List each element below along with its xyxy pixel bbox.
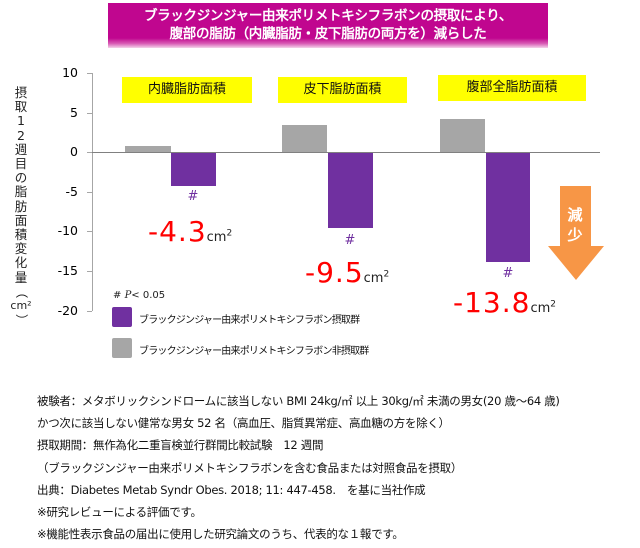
legend-label: ブラックジンジャー由来ポリメトキシフラボン摂取群 — [139, 315, 360, 326]
bar-control-visceral — [125, 146, 171, 152]
y-tick-label: 10 — [62, 65, 78, 80]
y-axis-char: 週 — [14, 141, 28, 157]
title-line-1: ブラックジンジャー由来ポリメトキシフラボンの摂取により、 — [143, 8, 513, 24]
category-label-total: 腹部全脂肪面積 — [438, 75, 586, 101]
significance-mark: # — [187, 189, 199, 204]
y-tick — [87, 311, 92, 312]
title-banner: ブラックジンジャー由来ポリメトキシフラボンの摂取により、 腹部の脂肪（内臓脂肪・… — [108, 3, 548, 48]
y-axis-char: 脂 — [14, 184, 28, 200]
y-tick — [87, 192, 92, 193]
y-axis-char: 2 — [17, 127, 25, 143]
value-unit: cm — [530, 301, 551, 316]
decrease-label: 減 少 — [560, 205, 590, 245]
value-label-visceral: -4.3cm2 — [148, 215, 232, 248]
note-period: 摂取期間：無作為化二重盲検並行群間比較試験 12 週間 — [37, 438, 324, 453]
y-axis-char: ） — [14, 314, 30, 327]
y-axis-char: 取 — [14, 99, 28, 115]
decrease-label-char: 減 — [567, 206, 583, 224]
y-tick-label: -20 — [57, 303, 78, 318]
y-tick-label: 0 — [70, 144, 78, 159]
y-axis-char: 1 — [17, 113, 25, 129]
decrease-label-char: 少 — [567, 226, 583, 244]
bar-treatment-total — [486, 153, 530, 262]
y-axis-char: 面 — [14, 212, 28, 228]
y-tick — [87, 152, 92, 153]
study-notes: 被験者：メタボリックシンドロームに該当しない BMI 24kg/㎡ 以上 30k… — [37, 390, 560, 545]
y-axis-char: 積 — [14, 227, 28, 243]
y-tick-label: -15 — [57, 263, 78, 278]
bar-control-total — [440, 119, 485, 152]
y-axis-char: 化 — [14, 255, 28, 271]
note-intake: （ブラックジンジャー由来ポリメトキシフラボンを含む食品または対照食品を摂取） — [37, 460, 463, 475]
note-review: ※研究レビューによる評価です。 — [37, 505, 202, 520]
y-tick-label: -5 — [65, 184, 78, 199]
value-unit-sup: 2 — [226, 228, 233, 239]
y-axis-char: cm² — [10, 299, 32, 313]
value-number: -4.3 — [148, 215, 207, 248]
y-tick — [87, 231, 92, 232]
y-axis-char: 肪 — [14, 198, 28, 214]
bar-treatment-subcutaneous — [328, 153, 373, 228]
bar-control-subcutaneous — [282, 125, 327, 152]
value-unit-sup: 2 — [550, 299, 556, 310]
y-axis-title: 摂 取 1 2 週 目 の 脂 肪 面 積 変 化 量 （ cm² ） — [10, 85, 32, 327]
y-axis-char: （ — [14, 285, 30, 299]
p-prefix: # — [113, 290, 125, 301]
significance-note: # P< 0.05 — [113, 290, 165, 301]
value-label-subcutaneous: -9.5cm2 — [305, 256, 389, 289]
y-axis-char: 量 — [14, 269, 28, 285]
y-tick — [87, 73, 92, 74]
legend-swatch-purple — [112, 307, 132, 327]
value-label-total: -13.8cm2 — [453, 286, 556, 319]
note-representative: ※機能性表示食品の届出に使用した研究論文のうち、代表的な１報です。 — [37, 527, 404, 542]
value-unit: cm — [363, 271, 384, 286]
value-unit-sup: 2 — [383, 269, 390, 280]
significance-mark: # — [344, 233, 356, 248]
p-italic: P — [124, 290, 132, 301]
note-subjects-cont: かつ次に該当しない健常な男女 52 名（高血圧、脂質異常症、高血糖の方を除く） — [37, 416, 450, 431]
value-number: -13.8 — [453, 286, 531, 319]
y-axis-char: の — [14, 170, 28, 186]
legend-label: ブラックジンジャー由来ポリメトキシフラボン非摂取群 — [139, 346, 369, 357]
y-axis-char: 変 — [14, 241, 28, 257]
legend-swatch-gray — [112, 338, 132, 358]
y-tick — [87, 113, 92, 114]
y-axis-char: 目 — [14, 156, 28, 172]
value-number: -9.5 — [305, 256, 364, 289]
category-label-subcutaneous: 皮下脂肪面積 — [278, 77, 407, 103]
bar-treatment-visceral — [171, 153, 216, 186]
p-suffix: < 0.05 — [131, 290, 166, 301]
y-axis-line — [92, 73, 93, 311]
y-tick-label: 5 — [70, 105, 78, 120]
y-tick-label: -10 — [57, 223, 78, 238]
zero-baseline — [92, 152, 600, 153]
note-subjects: 被験者：メタボリックシンドロームに該当しない BMI 24kg/㎡ 以上 30k… — [37, 394, 560, 408]
title-line-2: 腹部の脂肪（内臓脂肪・皮下脂肪の両方を）減らした — [169, 26, 487, 42]
significance-mark: # — [502, 266, 514, 281]
note-source: 出典：Diabetes Metab Syndr Obes. 2018; 11: … — [37, 482, 426, 497]
y-tick — [87, 271, 92, 272]
decrease-arrow-icon — [548, 186, 604, 280]
category-label-visceral: 内臓脂肪面積 — [122, 77, 252, 103]
y-axis-char: 摂 — [14, 85, 28, 100]
value-unit: cm — [206, 230, 227, 245]
